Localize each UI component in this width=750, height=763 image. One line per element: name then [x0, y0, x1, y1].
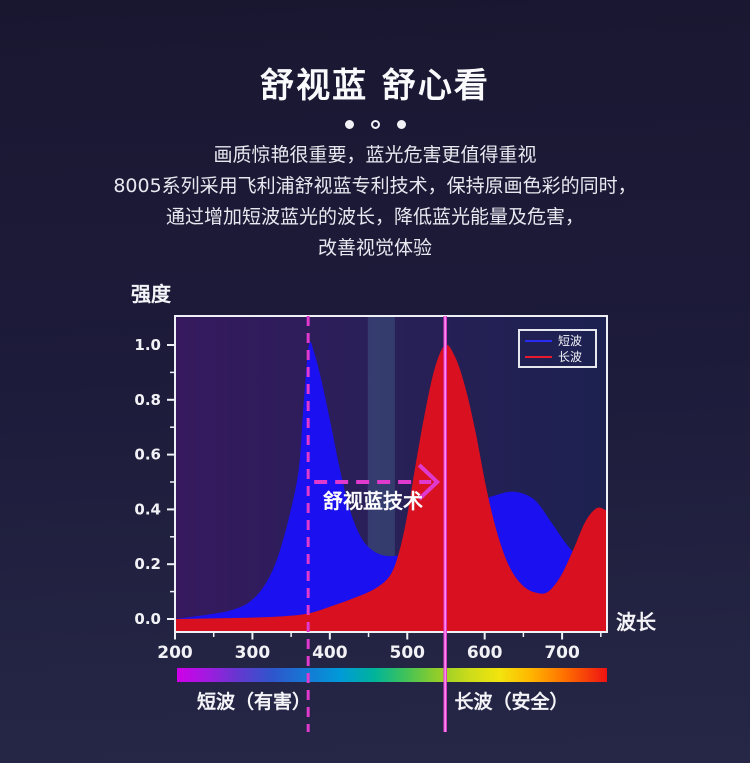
x-axis-tick-label: 300 — [235, 643, 271, 663]
description-line-3: 通过增加短波蓝光的波长，降低蓝光能量及危害， — [165, 206, 584, 228]
long-wave-bar-label: 长波（安全） — [454, 691, 569, 713]
y-axis-tick-label: 0.4 — [134, 500, 161, 518]
y-axis-tick-label: 1.0 — [134, 336, 161, 354]
arrow-annotation-label: 舒视蓝技术 — [323, 489, 423, 513]
plot-border — [174, 315, 608, 633]
page-title: 舒视蓝 舒心看 — [260, 66, 490, 106]
short-wave-bar-label: 短波（有害） — [196, 691, 311, 713]
carousel-dot-3[interactable] — [396, 120, 406, 129]
description-line-4: 改善视觉体验 — [317, 237, 432, 259]
description-line-2: 8005系列采用飞利浦舒视蓝专利技术，保持原画色彩的同时， — [113, 175, 637, 197]
spectrum-gradient-bar — [177, 668, 607, 682]
carousel-dots — [0, 120, 750, 129]
carousel-dot-1[interactable] — [344, 120, 354, 129]
legend-entry-long-wave: 长波 — [525, 351, 590, 363]
y-axis-tick-label: 0.0 — [134, 610, 161, 628]
y-axis-tick-label: 0.8 — [134, 391, 161, 409]
spectrum-chart: 200 300 400 500 600 700 0.0 0.2 0.4 0.6 0.8 1.0 — [134, 315, 608, 732]
short-wave-legend-line-icon — [525, 339, 552, 342]
description-line-1: 画质惊艳很重要，蓝光危害更值得重视 — [213, 144, 537, 166]
x-axis-label: 波长 — [616, 610, 656, 634]
y-axis-tick-label: 0.2 — [134, 555, 161, 573]
shift-arrow-head-icon — [417, 463, 441, 501]
x-axis-tick-label: 600 — [467, 643, 503, 663]
legend-label-long-wave: 长波 — [558, 349, 583, 364]
y-axis-tick-label: 0.6 — [134, 446, 161, 464]
x-axis-tick-label: 400 — [312, 643, 348, 663]
carousel-dot-2[interactable] — [370, 120, 380, 129]
spectrum-figure: 200 300 400 500 600 700 0.0 0.2 0.4 0.6 0.8 1.0 强度 … — [0, 270, 750, 763]
legend-entry-short-wave: 短波 — [525, 335, 590, 347]
chart-legend: 短波 长波 — [518, 329, 597, 368]
long-wave-legend-line-icon — [525, 355, 552, 358]
x-axis-tick-label: 500 — [390, 643, 426, 663]
x-axis-tick-label: 700 — [544, 643, 580, 663]
legend-label-short-wave: 短波 — [558, 333, 583, 348]
x-axis-tick-label: 200 — [157, 643, 193, 663]
long-wave-area — [175, 344, 607, 632]
y-axis-label: 强度 — [131, 282, 171, 306]
